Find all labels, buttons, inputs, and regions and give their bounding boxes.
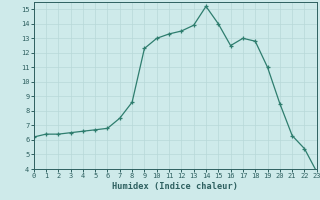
X-axis label: Humidex (Indice chaleur): Humidex (Indice chaleur) — [112, 182, 238, 191]
